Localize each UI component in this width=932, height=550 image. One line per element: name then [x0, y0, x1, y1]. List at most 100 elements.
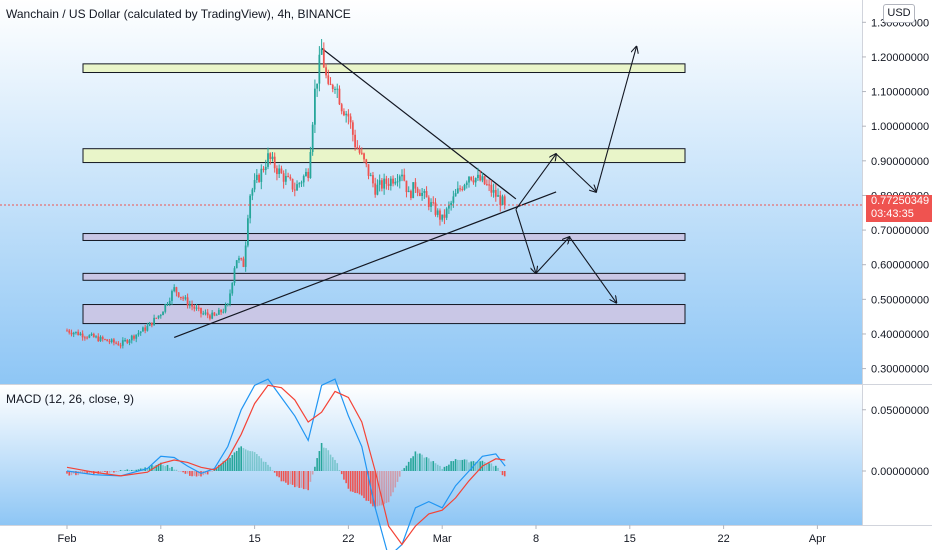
candle-body — [130, 335, 133, 341]
macd-histogram-bar — [280, 471, 283, 482]
candle-body — [184, 297, 187, 299]
macd-histogram-bar — [197, 471, 200, 476]
time-axis-label: 8 — [158, 533, 164, 545]
macd-histogram-bar — [256, 454, 258, 471]
macd-histogram-bar — [104, 471, 106, 473]
macd-histogram-bar — [327, 450, 330, 471]
macd-histogram-bar — [68, 471, 71, 476]
candle-body — [264, 166, 267, 171]
macd-histogram-bar — [463, 459, 466, 471]
macd-histogram-bar — [66, 471, 68, 474]
macd-histogram-bar — [392, 471, 394, 493]
candle-body — [468, 176, 470, 183]
macd-histogram-bar — [358, 471, 361, 495]
candle-body — [153, 317, 155, 326]
macd-histogram-bar — [374, 471, 376, 508]
candle-body — [133, 335, 135, 339]
candle-body — [441, 214, 444, 220]
candle-body — [224, 304, 227, 312]
candle-body — [173, 287, 176, 292]
time-axis-label: 22 — [717, 533, 729, 545]
macd-histogram-bar — [151, 465, 153, 471]
candle-body — [217, 309, 220, 315]
macd-histogram-bar — [209, 471, 211, 472]
candle-body — [360, 152, 363, 154]
macd-indicator-title: MACD (12, 26, close, 9) — [6, 392, 135, 406]
candle-body — [213, 312, 216, 316]
macd-histogram-bar — [189, 471, 191, 476]
trendline-layer — [173, 47, 636, 338]
candle-body — [260, 168, 263, 182]
resistance-zone — [82, 63, 686, 74]
macd-histogram-bar — [316, 458, 318, 471]
macd-histogram-bar — [436, 464, 439, 471]
macd-histogram-bar — [157, 463, 160, 471]
macd-histogram-bar — [289, 471, 292, 485]
candle-body — [284, 175, 287, 182]
candle-body — [302, 176, 305, 183]
candle-body — [410, 190, 412, 199]
candle-body — [492, 189, 495, 193]
macd-histogram-bar — [249, 451, 251, 471]
candle-body — [452, 196, 455, 203]
trendline — [173, 191, 557, 338]
time-axis[interactable]: Feb 8 15 22 Mar 8 15 22 Apr — [58, 525, 827, 545]
macd-histogram-bar — [264, 461, 267, 471]
candle-body — [416, 188, 419, 193]
time-axis-label: 15 — [624, 533, 636, 545]
macd-histogram-bar — [503, 471, 506, 477]
projection-arrow — [515, 154, 556, 210]
candle-body — [164, 304, 167, 312]
candle-body — [162, 311, 164, 316]
macd-axis[interactable]: 0.05000000 0.00000000 — [862, 405, 929, 478]
candle-body — [340, 104, 343, 112]
candle-body — [231, 282, 234, 294]
macd-histogram-bar — [499, 471, 502, 472]
candle-body — [269, 153, 272, 160]
macd-histogram-bar — [251, 451, 254, 471]
macd-histogram-bar — [247, 450, 249, 471]
candle-body — [81, 333, 84, 338]
candle-body — [258, 174, 260, 182]
candle-body — [113, 339, 115, 343]
macd-histogram-bar — [314, 466, 316, 471]
macd-histogram-bar — [173, 469, 175, 471]
candle-body — [83, 337, 86, 339]
candle-body — [503, 196, 506, 205]
price-axis-label: 1.10000000 — [871, 87, 929, 99]
candle-body — [115, 342, 118, 344]
macd-histogram-bar — [235, 450, 238, 471]
candle-body — [320, 48, 323, 55]
candle-body — [66, 330, 68, 332]
candle-body — [461, 188, 464, 190]
candle-body — [396, 181, 399, 183]
macd-histogram-bar — [300, 471, 303, 488]
candle-body — [463, 184, 466, 190]
candle-body — [378, 180, 381, 185]
macd-histogram-bar — [352, 471, 354, 492]
candle-body — [488, 184, 490, 186]
candle-body — [381, 180, 383, 189]
candle-body — [372, 175, 374, 184]
macd-histogram-bar — [70, 471, 73, 476]
macd-histogram-bar — [195, 471, 198, 477]
currency-button[interactable]: USD — [883, 4, 915, 23]
candle-body — [104, 339, 106, 341]
macd-histogram-bar — [343, 471, 345, 480]
macd-histogram-bar — [376, 471, 379, 507]
macd-histogram-bar — [434, 463, 437, 471]
candle-body — [77, 331, 80, 336]
macd-histogram-bar — [412, 456, 414, 471]
candle-body — [273, 156, 276, 169]
macd-histogram-bar — [302, 471, 305, 490]
candle-body — [322, 48, 325, 68]
candle-body — [418, 192, 421, 196]
candle-body — [253, 180, 256, 190]
signal-line — [66, 384, 506, 546]
macd-histogram-bar — [450, 461, 452, 471]
macd-histogram-bar — [148, 467, 151, 471]
price-axis-label: 0.50000000 — [871, 294, 929, 306]
candle-body — [477, 174, 479, 178]
